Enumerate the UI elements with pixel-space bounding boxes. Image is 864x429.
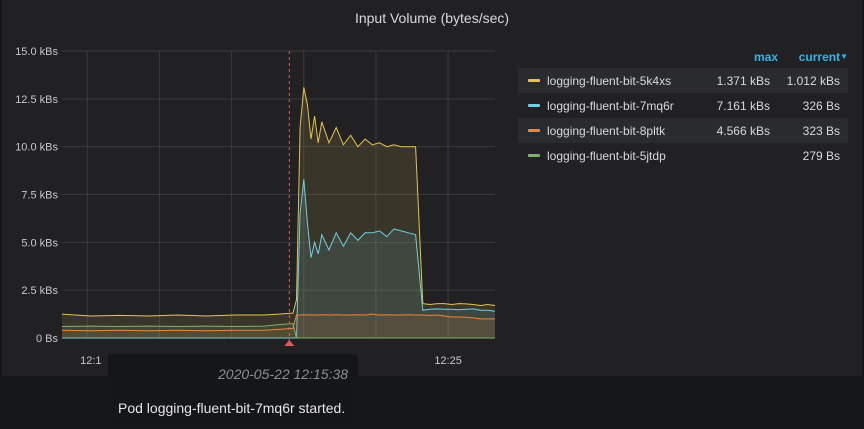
graph-panel: Input Volume (bytes/sec) 0 Bs 2.5 kBs 5.0 …: [2, 0, 862, 376]
y-tick-label: 5.0 kBs: [21, 237, 58, 249]
legend-item-name[interactable]: logging-fluent-bit-5k4xs: [547, 73, 672, 88]
caret-down-icon: ▼: [840, 52, 848, 61]
legend-item-name[interactable]: logging-fluent-bit-5jtdp: [547, 148, 666, 163]
legend-col-max[interactable]: max: [753, 50, 778, 64]
legend-item-name[interactable]: logging-fluent-bit-8pltk: [547, 123, 666, 138]
legend-col-current[interactable]: current▼: [778, 50, 848, 64]
x-tick-label: 12:25: [434, 355, 462, 367]
y-tick-label: 2.5 kBs: [21, 285, 58, 297]
series-line: [61, 87, 496, 317]
series-area: [62, 87, 495, 339]
legend-item-current: 326 Bs: [802, 98, 840, 113]
x-tick-label: 12:1: [80, 355, 101, 367]
tooltip-text: Pod logging-fluent-bit-7mq6r started.: [118, 400, 346, 416]
legend-swatch[interactable]: [528, 79, 540, 82]
y-tick-label: 10.0 kBs: [15, 142, 58, 154]
series-line: [61, 313, 495, 332]
series-area: [62, 314, 495, 338]
y-tick-label: 0 Bs: [36, 333, 59, 345]
legend-item[interactable]: logging-fluent-bit-7mq6r 7.161 kBs 326 Bs: [518, 93, 848, 118]
legend-item-max: 1.371 kBs: [716, 73, 770, 88]
legend-swatch[interactable]: [528, 129, 540, 132]
legend-swatch[interactable]: [528, 104, 540, 107]
legend-item-current: 1.012 kBs: [786, 73, 840, 88]
legend: max current▼ logging-fluent-bit-5k4xs 1.3…: [518, 46, 848, 168]
legend-header: max current▼: [518, 46, 848, 68]
series-line: [61, 323, 495, 339]
annotation-marker-icon: [284, 340, 295, 346]
legend-item[interactable]: logging-fluent-bit-5jtdp 279 Bs: [518, 143, 848, 168]
chart-area[interactable]: 0 Bs 2.5 kBs 5.0 kBs 7.5 kBs 10.0 kBs 12.5 kB…: [2, 0, 502, 376]
tooltip-time: 2020-05-22 12:15:38: [218, 366, 348, 382]
y-tick-label: 12.5 kBs: [15, 94, 58, 106]
y-tick-label: 7.5 kBs: [21, 190, 58, 202]
legend-item-current: 323 Bs: [802, 123, 840, 138]
legend-item-max: 4.566 kBs: [716, 123, 770, 138]
legend-item-current: 279 Bs: [802, 148, 840, 163]
legend-item[interactable]: logging-fluent-bit-8pltk 4.566 kBs 323 Bs: [518, 118, 848, 143]
legend-item[interactable]: logging-fluent-bit-5k4xs 1.371 kBs 1.012 k…: [518, 68, 848, 93]
y-tick-label: 15.0 kBs: [15, 46, 58, 58]
panel-title[interactable]: Input Volume (bytes/sec): [354, 10, 510, 26]
annotation-tooltip: 2020-05-22 12:15:38 Pod logging-fluent-b…: [108, 354, 358, 426]
series-area: [62, 323, 495, 338]
legend-item-max: 7.161 kBs: [716, 98, 770, 113]
legend-item-name[interactable]: logging-fluent-bit-7mq6r: [547, 98, 674, 113]
series-line: [62, 179, 496, 339]
legend-col-current-label: current: [798, 50, 841, 64]
legend-swatch[interactable]: [528, 154, 540, 157]
series-area: [62, 179, 495, 338]
